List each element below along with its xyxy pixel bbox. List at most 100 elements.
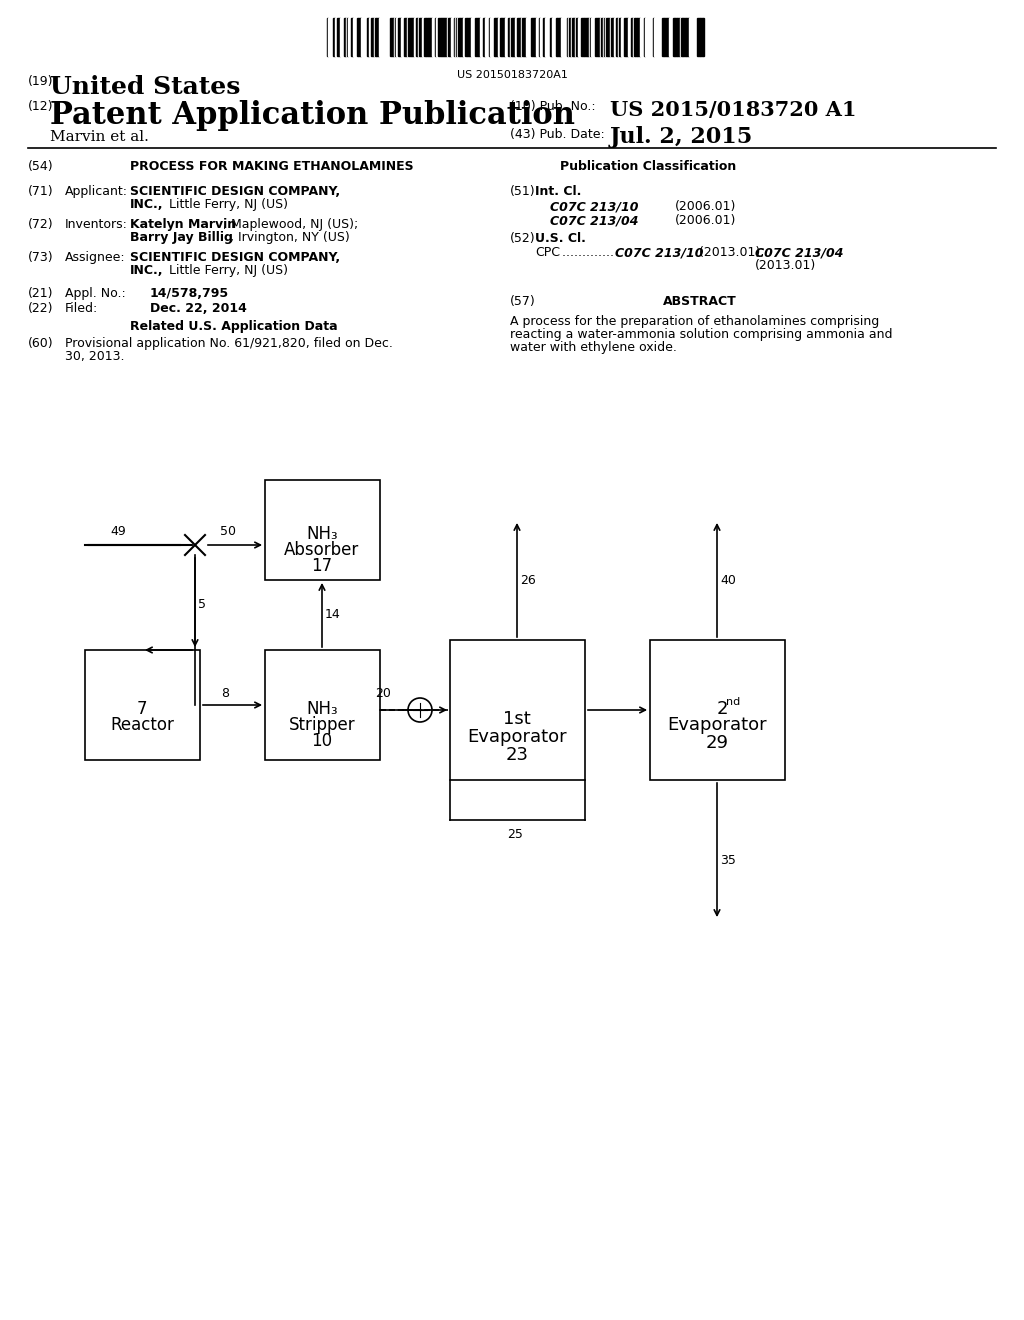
Bar [683, 18, 686, 55]
Text: water with ethylene oxide.: water with ethylene oxide. [510, 341, 677, 354]
Text: Stripper: Stripper [289, 715, 355, 734]
Text: 7: 7 [137, 700, 147, 718]
Text: (60): (60) [28, 337, 53, 350]
Text: Appl. No.:: Appl. No.: [65, 286, 126, 300]
Text: (21): (21) [28, 286, 53, 300]
Bar [552, 18, 554, 55]
Bar [376, 18, 379, 55]
Bar [592, 18, 594, 55]
Bar [562, 18, 564, 55]
FancyBboxPatch shape [265, 480, 380, 579]
Bar [358, 18, 360, 55]
FancyBboxPatch shape [85, 649, 200, 760]
Bar [598, 18, 600, 55]
Text: INC.,: INC., [130, 264, 164, 277]
Bar [478, 18, 480, 55]
Bar [369, 18, 371, 55]
Text: Katelyn Marvin: Katelyn Marvin [130, 218, 237, 231]
Text: NH₃: NH₃ [306, 525, 338, 543]
Bar [465, 18, 467, 55]
Text: Patent Application Publication: Patent Application Publication [50, 100, 575, 131]
Text: Related U.S. Application Data: Related U.S. Application Data [130, 319, 338, 333]
Bar [355, 18, 357, 55]
Text: 23: 23 [506, 746, 528, 764]
Bar [508, 18, 510, 55]
Text: (57): (57) [510, 294, 536, 308]
Bar [649, 18, 652, 55]
Bar [621, 18, 624, 55]
Text: 14: 14 [325, 609, 341, 622]
Bar [480, 18, 482, 55]
Bar [534, 18, 536, 55]
Bar [492, 18, 494, 55]
Text: nd: nd [726, 697, 740, 708]
Bar [420, 18, 422, 55]
Bar [319, 18, 323, 55]
Bar [515, 18, 517, 55]
Bar [637, 18, 640, 55]
Text: 50: 50 [220, 525, 236, 539]
Bar [505, 18, 508, 55]
Text: Assignee:: Assignee: [65, 251, 126, 264]
Text: C07C 213/10: C07C 213/10 [550, 201, 639, 213]
Text: (22): (22) [28, 302, 53, 315]
Text: C07C 213/10: C07C 213/10 [615, 246, 703, 259]
Text: reacting a water-ammonia solution comprising ammonia and: reacting a water-ammonia solution compri… [510, 327, 893, 341]
Bar [677, 18, 680, 55]
Bar [388, 18, 390, 55]
Bar [498, 18, 500, 55]
Bar [436, 18, 438, 55]
Text: 17: 17 [311, 557, 333, 576]
Bar [686, 18, 689, 55]
Bar [445, 18, 447, 55]
Text: Evaporator: Evaporator [668, 715, 767, 734]
Bar [396, 18, 398, 55]
Text: (2006.01): (2006.01) [675, 214, 736, 227]
Text: (2013.01): (2013.01) [755, 259, 816, 272]
Bar [626, 18, 628, 55]
Text: (10) Pub. No.:: (10) Pub. No.: [510, 100, 596, 114]
FancyBboxPatch shape [650, 640, 785, 780]
Bar [422, 18, 424, 55]
Bar [451, 18, 453, 55]
Text: Applicant:: Applicant: [65, 185, 128, 198]
Bar [502, 18, 504, 55]
Bar [657, 18, 659, 55]
Bar [569, 18, 571, 55]
Text: (54): (54) [28, 160, 53, 173]
Text: Dec. 22, 2014: Dec. 22, 2014 [150, 302, 247, 315]
Text: (72): (72) [28, 218, 53, 231]
Circle shape [408, 698, 432, 722]
Bar [635, 18, 637, 55]
Bar [495, 18, 497, 55]
Bar [557, 18, 559, 55]
Text: (2013.01);: (2013.01); [695, 246, 765, 259]
Text: NH₃: NH₃ [306, 700, 338, 718]
Bar [662, 18, 664, 55]
Bar [527, 18, 529, 55]
Text: 20: 20 [375, 686, 391, 700]
Text: 26: 26 [520, 573, 536, 586]
Bar [689, 18, 691, 55]
Bar [669, 18, 671, 55]
Bar [675, 18, 677, 55]
Bar [611, 18, 614, 55]
Bar [399, 18, 401, 55]
Text: .............: ............. [558, 246, 618, 259]
Bar [700, 18, 703, 55]
Text: (51): (51) [510, 185, 536, 198]
Text: 8: 8 [221, 686, 229, 700]
Bar [337, 18, 340, 55]
Bar [646, 18, 648, 55]
Text: US 2015/0183720 A1: US 2015/0183720 A1 [610, 100, 856, 120]
Bar [575, 18, 578, 55]
Bar [578, 18, 581, 55]
Bar [333, 18, 335, 55]
Bar [475, 18, 478, 55]
Bar [664, 18, 667, 55]
Bar [529, 18, 531, 55]
Text: 40: 40 [720, 573, 736, 586]
Bar [554, 18, 556, 55]
Bar [595, 18, 598, 55]
Bar [426, 18, 428, 55]
